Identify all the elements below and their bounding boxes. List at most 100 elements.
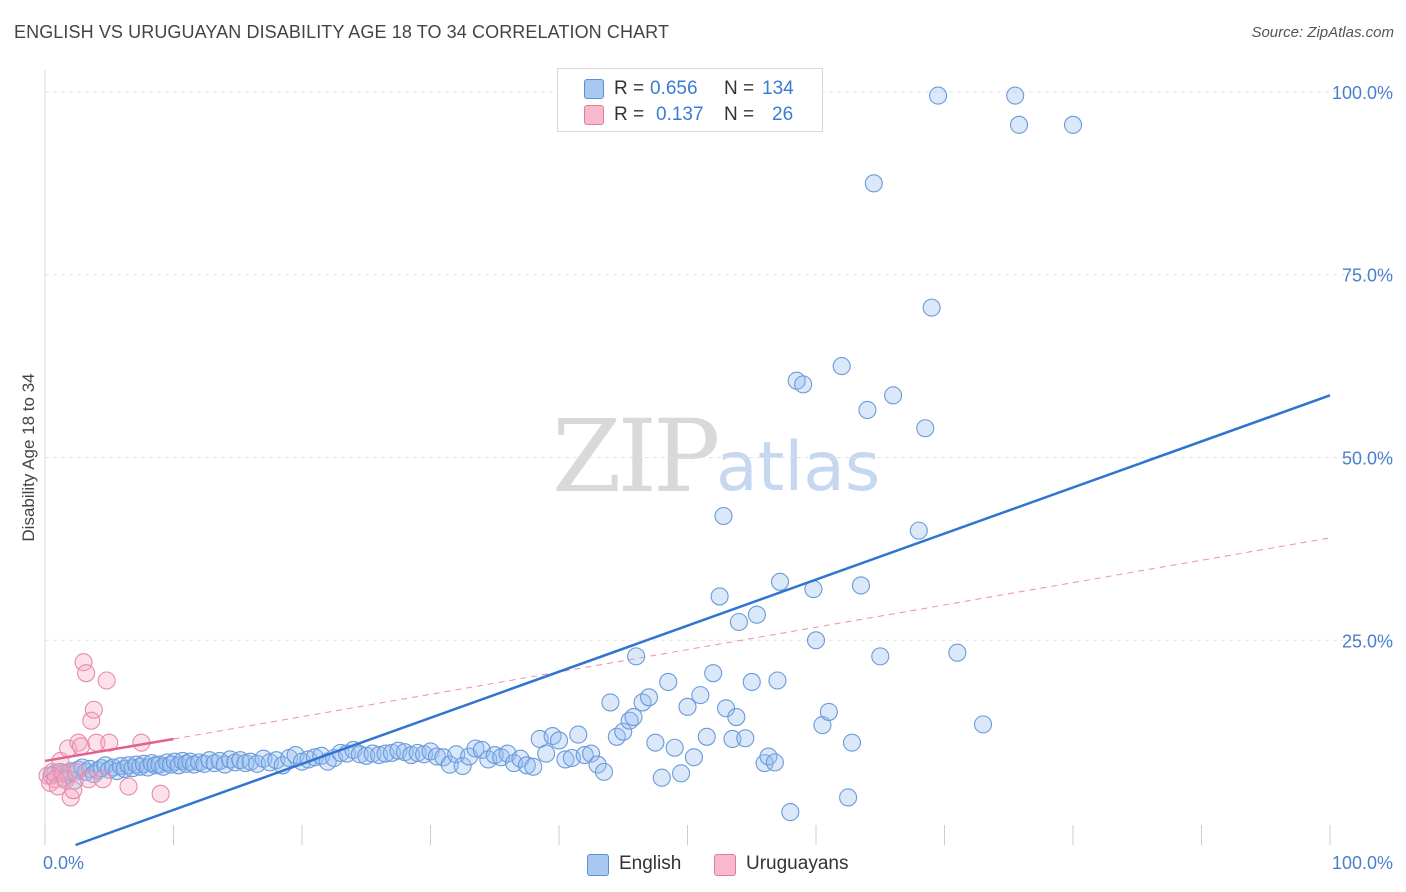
uruguayans-point bbox=[93, 770, 112, 789]
english-point bbox=[627, 647, 646, 666]
x-tick-label: 0.0% bbox=[43, 853, 84, 873]
english-point bbox=[665, 738, 684, 757]
english-point bbox=[871, 647, 890, 666]
english-point bbox=[929, 86, 948, 105]
bottom-legend-uruguayans: Uruguayans bbox=[714, 852, 874, 876]
english-point bbox=[575, 746, 594, 765]
english-point bbox=[427, 747, 446, 766]
english-point bbox=[624, 708, 643, 727]
r-value: 0.656 bbox=[650, 78, 698, 99]
uruguayans-point bbox=[61, 788, 80, 807]
source-label: Source: ZipAtlas.com bbox=[1251, 24, 1394, 41]
english-point bbox=[601, 693, 620, 712]
axis-layer bbox=[44, 70, 1331, 845]
english-point bbox=[511, 749, 530, 768]
uruguayans-point bbox=[71, 737, 91, 756]
english-point bbox=[819, 702, 838, 721]
english-point bbox=[765, 753, 784, 772]
english-point bbox=[652, 768, 671, 787]
english-point bbox=[714, 506, 733, 526]
english-point bbox=[832, 357, 851, 376]
english-point bbox=[858, 400, 877, 420]
english-point bbox=[742, 672, 761, 692]
english-point bbox=[916, 419, 935, 438]
english-point bbox=[678, 697, 697, 716]
bottom-legend-english: English bbox=[587, 852, 707, 876]
english-point bbox=[684, 748, 703, 767]
english-point bbox=[851, 576, 871, 595]
correlation-legend: R = 0.656 N = 134 R = 0.137 N = 26 bbox=[557, 68, 823, 132]
legend-row-uruguayans: R = 0.137 N = 26 bbox=[558, 101, 822, 127]
english-swatch bbox=[584, 79, 604, 99]
english-point bbox=[1063, 115, 1083, 134]
uruguayans-point bbox=[77, 664, 96, 683]
y-axis-label: Disability Age 18 to 34 bbox=[19, 373, 38, 541]
english-point bbox=[588, 755, 607, 774]
english-trend-line bbox=[75, 394, 1331, 847]
english-point bbox=[672, 764, 691, 783]
english-point bbox=[614, 722, 633, 741]
uruguayans-point bbox=[82, 711, 101, 730]
english-point bbox=[556, 750, 575, 769]
english-point bbox=[727, 708, 746, 727]
legend-label-english: English bbox=[619, 853, 682, 874]
english-point bbox=[973, 715, 993, 734]
trend-layer bbox=[44, 394, 1331, 847]
uruguayans-swatch bbox=[714, 854, 736, 876]
english-point bbox=[723, 729, 742, 749]
english-point bbox=[220, 750, 240, 769]
english-point bbox=[839, 788, 858, 807]
trend-layer-back bbox=[173, 537, 1331, 740]
n-label: N = bbox=[724, 104, 755, 125]
english-point bbox=[1006, 86, 1025, 105]
english-point bbox=[806, 631, 826, 650]
y-tick-label: 75.0% bbox=[1342, 266, 1393, 286]
english-point bbox=[569, 725, 588, 744]
english-swatch bbox=[587, 854, 609, 876]
english-point bbox=[768, 671, 787, 690]
english-point bbox=[842, 733, 862, 752]
english-point bbox=[639, 688, 659, 707]
english-point bbox=[363, 744, 382, 763]
english-point bbox=[747, 605, 766, 624]
english-point bbox=[453, 756, 472, 776]
english-point bbox=[864, 174, 883, 193]
english-point bbox=[466, 739, 485, 758]
english-point bbox=[710, 587, 729, 606]
english-point bbox=[582, 744, 601, 763]
y-tick-label: 50.0% bbox=[1342, 449, 1393, 469]
english-point bbox=[909, 521, 928, 540]
r-value: 0.137 bbox=[656, 104, 704, 125]
english-point bbox=[691, 686, 710, 705]
english-point bbox=[517, 756, 536, 775]
english-point bbox=[549, 731, 569, 750]
english-point bbox=[704, 664, 723, 683]
legend-label-uruguayans: Uruguayans bbox=[746, 853, 849, 874]
english-point bbox=[948, 643, 967, 662]
uruguayans-point bbox=[64, 781, 83, 800]
uruguayans-point bbox=[74, 653, 93, 672]
y-tick-label: 100.0% bbox=[1332, 83, 1393, 103]
n-value: 26 bbox=[772, 104, 794, 125]
english-point bbox=[1009, 115, 1029, 134]
uruguayans-point bbox=[84, 700, 103, 719]
uruguayans-point bbox=[119, 777, 138, 796]
english-point bbox=[646, 733, 665, 752]
n-label: N = bbox=[724, 78, 755, 99]
y-tick-label: 25.0% bbox=[1342, 631, 1393, 651]
english-point bbox=[594, 762, 614, 781]
legend-row-english: R = 0.656 N = 134 bbox=[558, 75, 822, 101]
english-point bbox=[729, 612, 748, 632]
label-layer: 25.0% 50.0% 75.0% 100.0% 0.0% 100.0% Disabilit… bbox=[19, 83, 1393, 873]
english-point bbox=[350, 745, 369, 764]
english-point bbox=[537, 744, 556, 763]
watermark-zip: ZIP bbox=[552, 398, 720, 515]
uruguayans-point bbox=[97, 671, 116, 690]
uruguayans-trend-line bbox=[44, 737, 174, 763]
uruguayans-points bbox=[38, 653, 170, 807]
english-points bbox=[42, 86, 1083, 822]
english-point bbox=[922, 298, 941, 317]
n-value: 134 bbox=[762, 78, 794, 99]
uruguayans-point bbox=[79, 770, 98, 789]
